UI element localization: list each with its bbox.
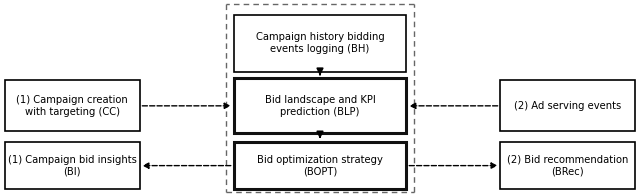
Bar [500,142,635,189]
Text: (1) Campaign creation
with targeting (CC): (1) Campaign creation with targeting (CC… [17,95,128,117]
Bar [5,80,140,131]
Text: Campaign history bidding
events logging (BH): Campaign history bidding events logging … [255,32,385,54]
Bar [5,142,140,189]
Text: Bid landscape and KPI
prediction (BLP): Bid landscape and KPI prediction (BLP) [264,95,376,117]
Text: (2) Ad serving events: (2) Ad serving events [514,101,621,111]
Text: (2) Bid recommendation
(BRec): (2) Bid recommendation (BRec) [507,155,628,176]
Bar [500,80,635,131]
Text: (1) Campaign bid insights
(BI): (1) Campaign bid insights (BI) [8,155,137,176]
Bar [234,78,406,133]
Bar [234,15,406,72]
Text: Bid optimization strategy
(BOPT): Bid optimization strategy (BOPT) [257,155,383,176]
Bar [234,142,406,189]
